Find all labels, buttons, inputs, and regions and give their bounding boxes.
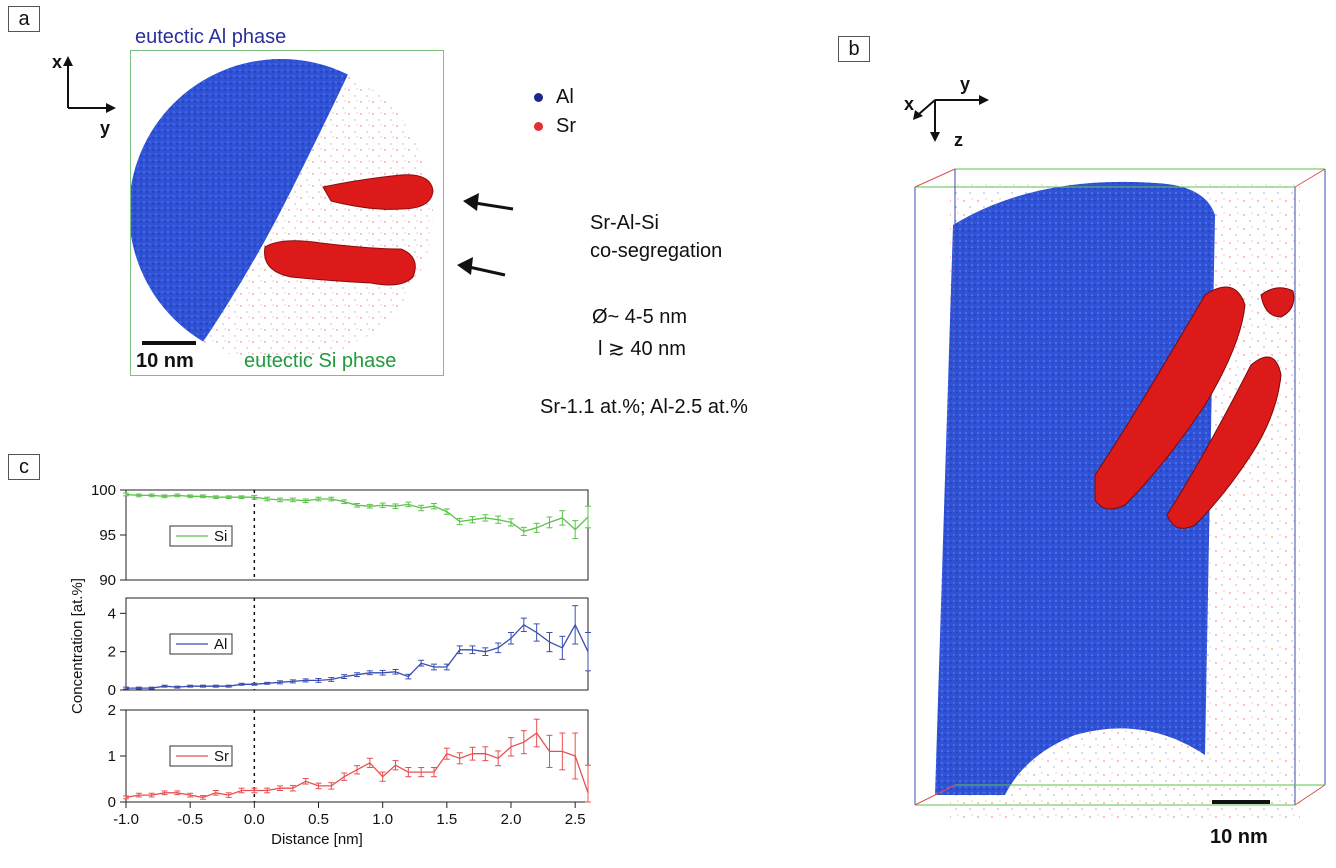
annotation-diameter: Ø~ 4-5 nm	[592, 306, 688, 328]
panel-label-b: b	[838, 36, 870, 62]
sr-rod-1	[1094, 286, 1246, 510]
panel-label-a: a	[8, 6, 40, 32]
panel-c-chart: 90 95 100 Si 0 2 4 Al 0 1 2 Sr -1.0 -0.5 0.0 0.5 1.0 1.5 2…	[69, 482, 591, 848]
annotation-length: l ≳ 40 nm	[598, 338, 686, 360]
x-tick-label: 0.0	[244, 811, 265, 828]
sr-precipitate-2	[264, 240, 416, 286]
x-tick-label: 2.0	[501, 811, 522, 828]
y-axis-label: Concentration [at.%]	[69, 578, 86, 714]
scale-bar-a	[142, 341, 196, 345]
y-tick-label: 90	[99, 572, 116, 589]
x-tick-label: -1.0	[113, 811, 139, 828]
annotation-line2: co-segregation	[590, 240, 723, 262]
legend-al-label: Al	[556, 86, 574, 108]
series-line-al	[126, 623, 589, 689]
y-tick-label: 0	[108, 682, 116, 699]
scale-bar-b	[1212, 800, 1270, 804]
y-tick-label: 2	[108, 644, 116, 661]
sr-rod-2	[1166, 356, 1282, 529]
y-tick-label: 4	[108, 605, 116, 622]
annotation-composition: Sr-1.1 at.%; Al-2.5 at.%	[540, 396, 748, 418]
y-tick-label: 100	[91, 482, 116, 499]
annotation-line1: Sr-Al-Si	[590, 212, 659, 234]
panel-a-atom-map	[130, 50, 444, 376]
y-tick-label: 0	[108, 794, 116, 811]
panel-label-c: c	[8, 454, 40, 480]
axis-a-y: y	[100, 118, 111, 138]
x-tick-label: 1.5	[436, 811, 457, 828]
y-tick-label: 1	[108, 748, 116, 765]
eutectic-al-label: eutectic Al phase	[135, 26, 287, 48]
legend-label-sr: Sr	[214, 748, 229, 765]
legend-label-si: Si	[214, 528, 227, 545]
y-tick-label: 2	[108, 702, 116, 719]
scale-bar-a-label: 10 nm	[136, 350, 194, 372]
series-line-sr	[125, 732, 589, 799]
axis-triad-a	[63, 56, 116, 113]
al-phase-volume	[935, 181, 1215, 795]
eutectic-si-label: eutectic Si phase	[244, 350, 397, 372]
axis-b-z: z	[954, 130, 963, 150]
series-line-si	[125, 493, 589, 533]
axis-a-x: x	[52, 52, 63, 72]
x-tick-label: 1.0	[372, 811, 393, 828]
x-tick-label: -0.5	[177, 811, 203, 828]
panel-a-map-svg	[131, 59, 434, 363]
al-phase-region	[131, 59, 359, 345]
y-tick-label: 95	[99, 527, 116, 544]
legend-label-al: Al	[214, 636, 227, 653]
axis-b-y: y	[960, 74, 971, 94]
x-axis-label: Distance [nm]	[271, 831, 363, 848]
x-tick-label: 0.5	[308, 811, 329, 828]
scale-bar-b-label: 10 nm	[1210, 826, 1268, 848]
legend-sr-dot	[534, 122, 543, 131]
sr-precipitate-1	[322, 174, 434, 210]
x-tick-label: 2.5	[565, 811, 586, 828]
sr-rod-3	[1260, 287, 1295, 318]
pointer-arrows	[457, 193, 514, 277]
legend-sr-label: Sr	[556, 115, 576, 137]
axis-triad-b	[913, 95, 989, 142]
legend-al-dot	[534, 93, 543, 102]
axis-b-x: x	[904, 94, 915, 114]
panel-b-3d-volume	[914, 168, 1326, 820]
